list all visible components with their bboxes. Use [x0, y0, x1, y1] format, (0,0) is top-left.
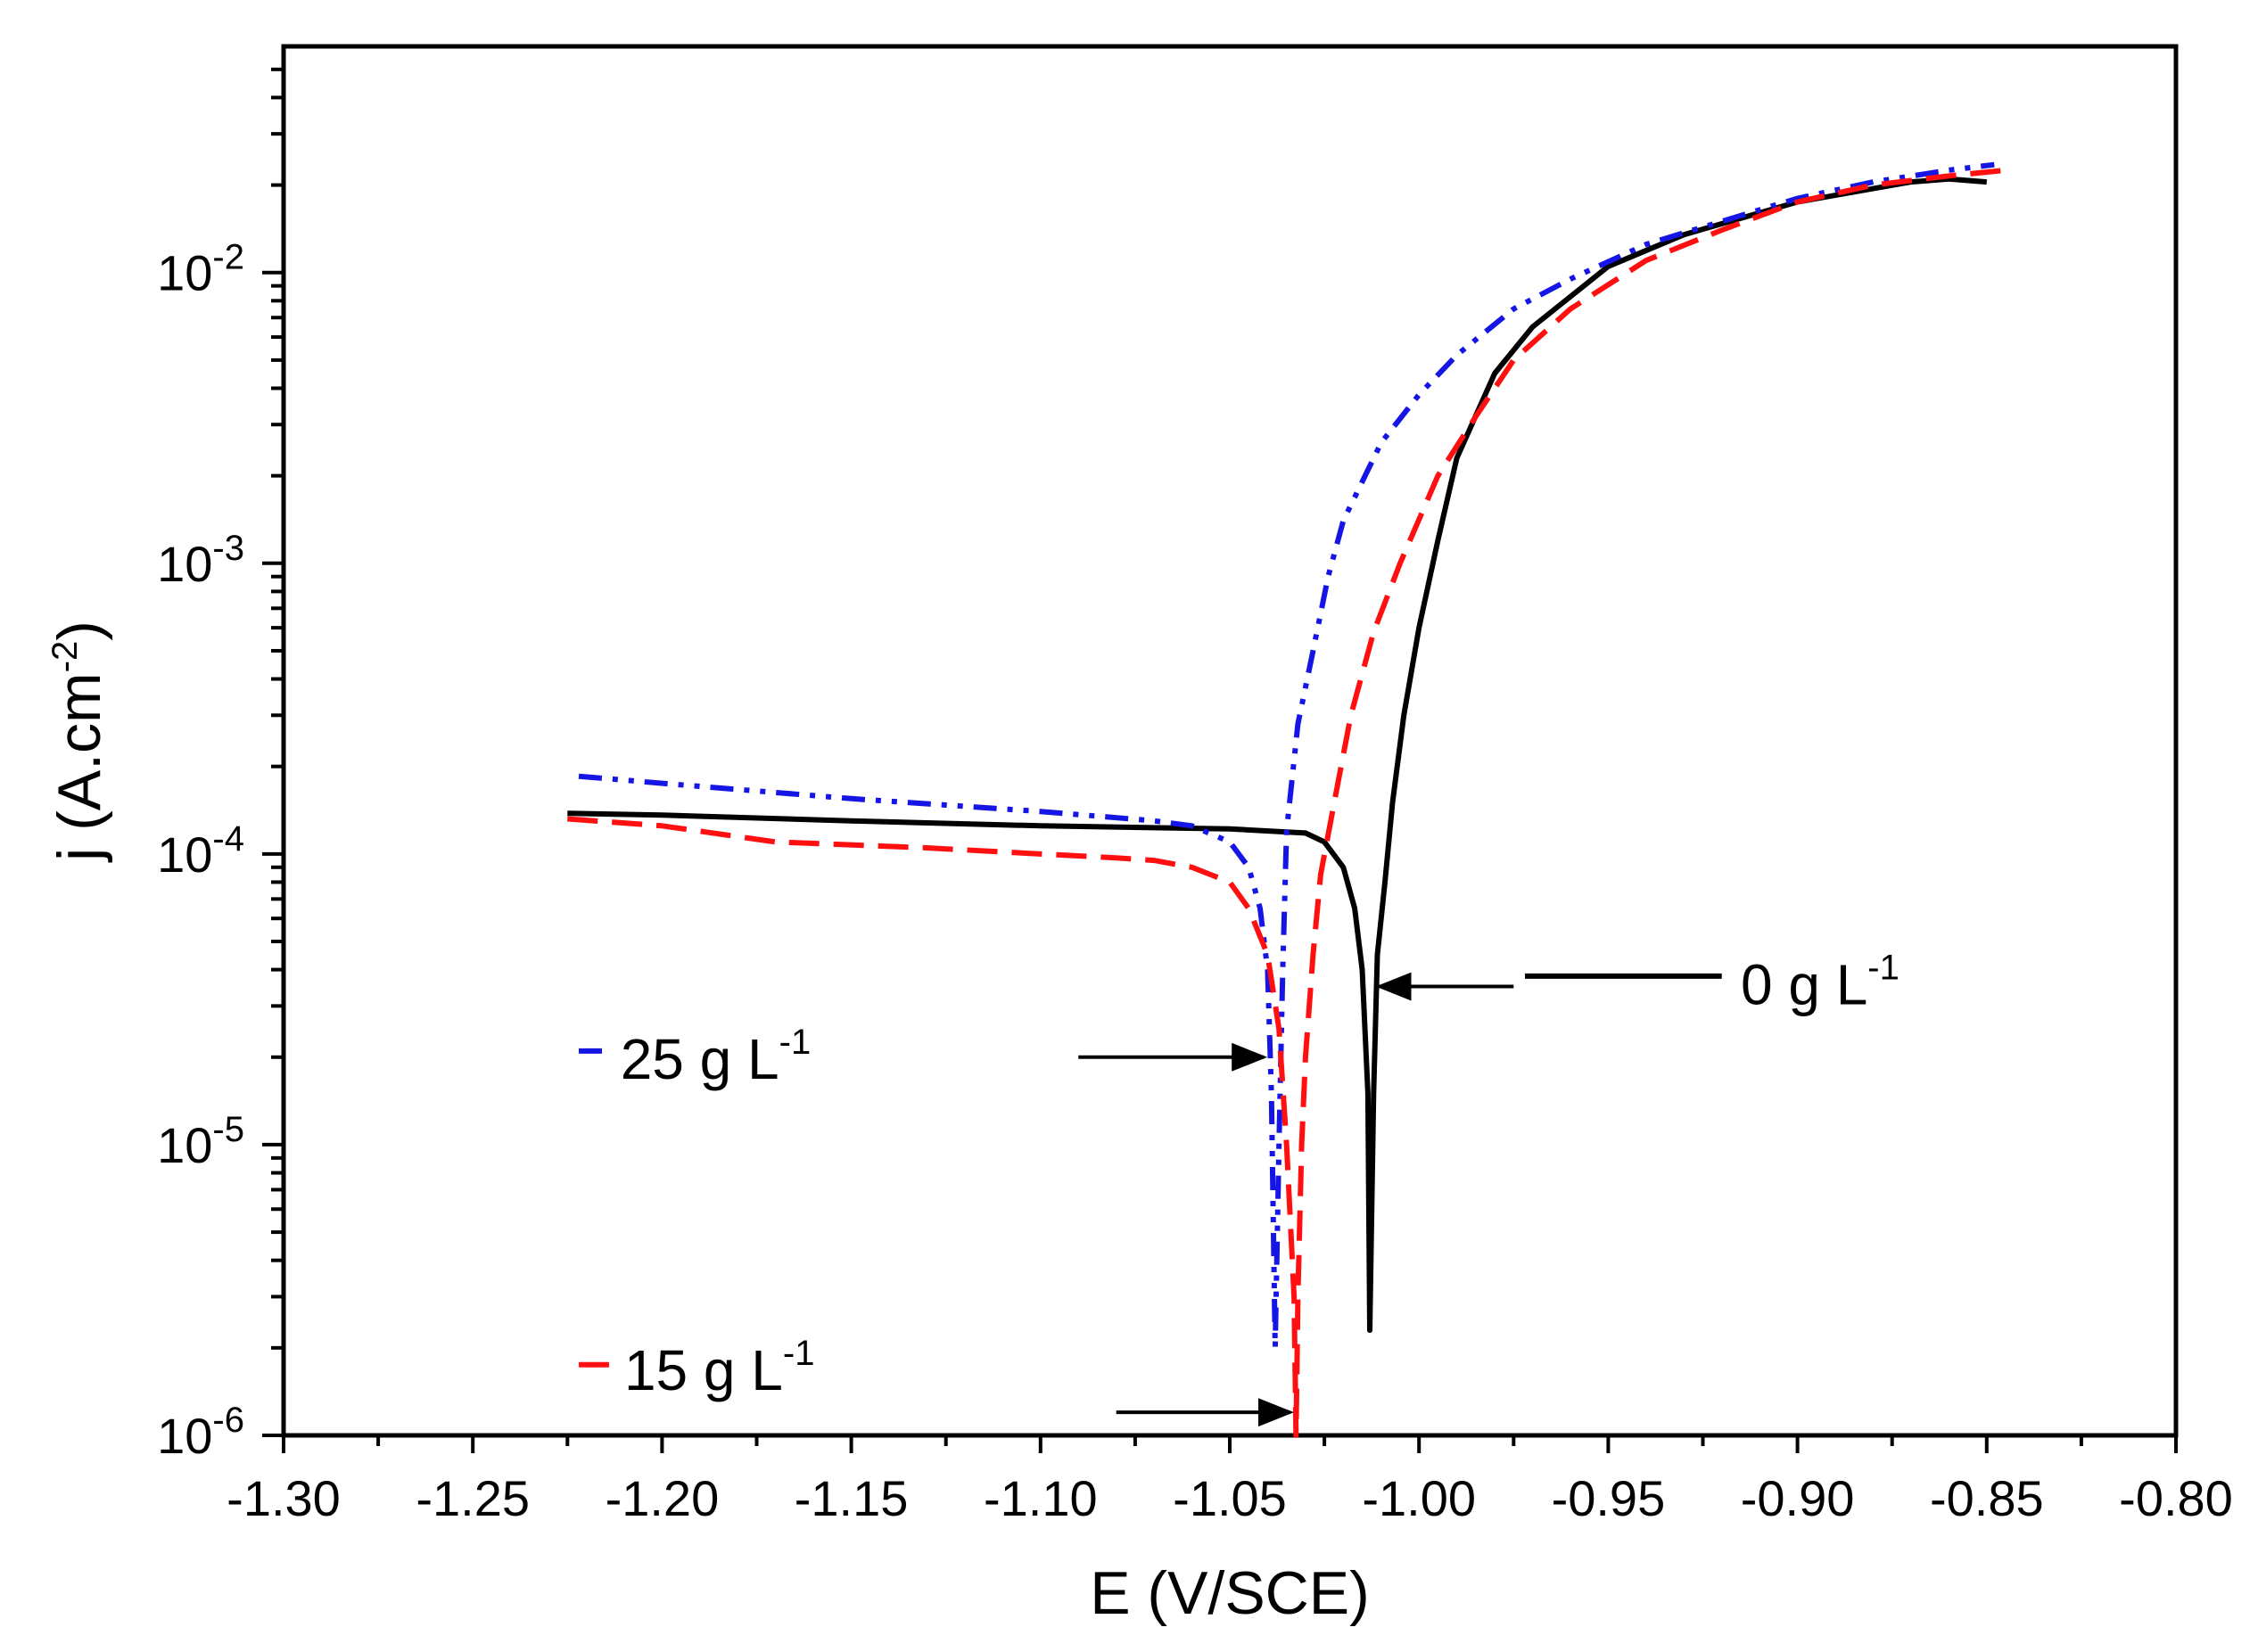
- series-line: [567, 176, 1988, 1334]
- y-tick-label: 10-5: [157, 1110, 244, 1173]
- series-line: [567, 167, 2007, 1438]
- x-axis-title: E (V/SCE): [1090, 1559, 1370, 1627]
- series-label: 15 g L-1: [624, 1334, 815, 1402]
- y-axis-title: j (A.cm-2): [45, 621, 113, 863]
- series-label: 0 g L-1: [1741, 949, 1900, 1017]
- x-tick-label: -0.95: [1552, 1470, 1666, 1526]
- x-tick-label: -0.80: [2119, 1470, 2233, 1526]
- x-tick-label: -1.10: [984, 1470, 1098, 1526]
- x-tick-label: -0.85: [1930, 1470, 2044, 1526]
- x-tick-label: -1.05: [1173, 1470, 1287, 1526]
- x-tick-label: -0.90: [1741, 1470, 1855, 1526]
- x-tick-label: -1.30: [227, 1470, 341, 1526]
- x-tick-label: -1.25: [416, 1470, 530, 1526]
- y-tick-label: 10-2: [157, 238, 244, 301]
- series-label: 25 g L-1: [621, 1023, 812, 1091]
- x-tick-label: -1.20: [606, 1470, 720, 1526]
- x-tick-label: -1.00: [1362, 1470, 1476, 1526]
- y-tick-label: 10-6: [157, 1401, 244, 1464]
- y-tick-label: 10-3: [157, 529, 244, 592]
- x-tick-label: -1.15: [795, 1470, 909, 1526]
- y-tick-label: 10-4: [157, 819, 244, 883]
- plot-frame: [281, 44, 2179, 1438]
- series-line: [578, 161, 1995, 1351]
